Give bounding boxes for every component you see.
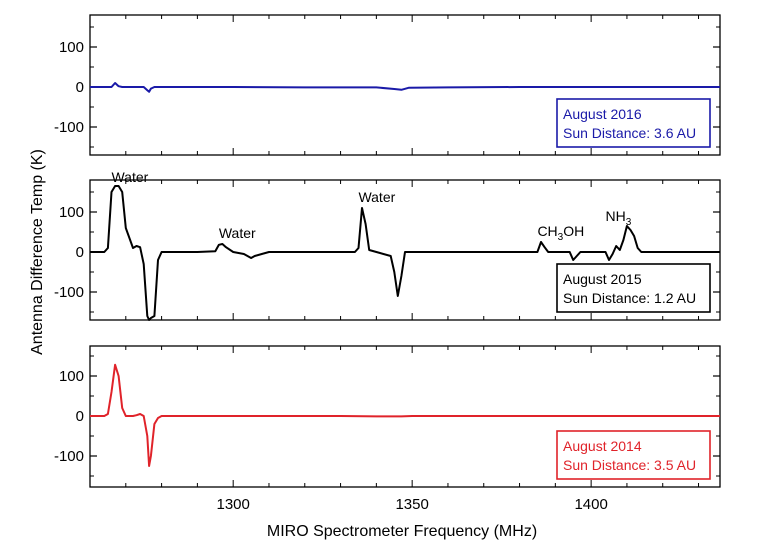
panel-frame xyxy=(89,179,721,321)
x-axis-title: MIRO Spectrometer Frequency (MHz) xyxy=(267,523,537,540)
panel-middle: 100 0 -100 Water Water Water CH3OH NH3 August 20… xyxy=(54,169,721,321)
y-tick-label: -100 xyxy=(54,284,84,301)
legend-date: August 2015 xyxy=(563,271,642,287)
y-tick-label: -100 xyxy=(54,119,84,136)
panel-bottom: 100 0 -100 August 2014 Sun Distance: 3.5 AU xyxy=(54,345,721,488)
y-tick-label: 0 xyxy=(76,244,84,261)
y-tick-label: 100 xyxy=(59,39,84,56)
series-line-top xyxy=(90,82,720,93)
legend-box xyxy=(556,430,711,480)
legend-distance: Sun Distance: 3.6 AU xyxy=(563,125,696,141)
legend-box xyxy=(556,98,711,148)
panel-top: 100 0 -100 August 2016 Sun Distance: 3.6 AU xyxy=(54,14,721,156)
legend-distance: Sun Distance: 3.5 AU xyxy=(563,457,696,473)
legend-distance: Sun Distance: 1.2 AU xyxy=(563,290,696,306)
annotation-label: NH3 xyxy=(605,208,631,228)
x-axis-ticks: 1300 1350 1400 xyxy=(216,496,607,513)
x-tick-label: 1400 xyxy=(574,496,607,513)
annotation-label: Water xyxy=(219,225,256,241)
y-tick-label: 0 xyxy=(76,408,84,425)
y-tick-label: 0 xyxy=(76,79,84,96)
panel-frame xyxy=(89,14,721,156)
y-axis-title: Antenna Difference Temp (K) xyxy=(29,149,46,355)
series-line-middle xyxy=(90,185,720,321)
y-tick-label: 100 xyxy=(59,368,84,385)
x-tick-label: 1350 xyxy=(395,496,428,513)
y-tick-label: 100 xyxy=(59,204,84,221)
legend-date: August 2014 xyxy=(563,438,642,454)
legend-date: August 2016 xyxy=(563,106,642,122)
y-tick-label: -100 xyxy=(54,448,84,465)
annotation-label: Water xyxy=(358,189,395,205)
x-tick-label: 1300 xyxy=(216,496,249,513)
series-line-bottom xyxy=(90,363,720,467)
annotation-label: Water xyxy=(111,169,148,185)
annotation-label: CH3OH xyxy=(537,223,584,243)
legend-box xyxy=(556,263,711,313)
